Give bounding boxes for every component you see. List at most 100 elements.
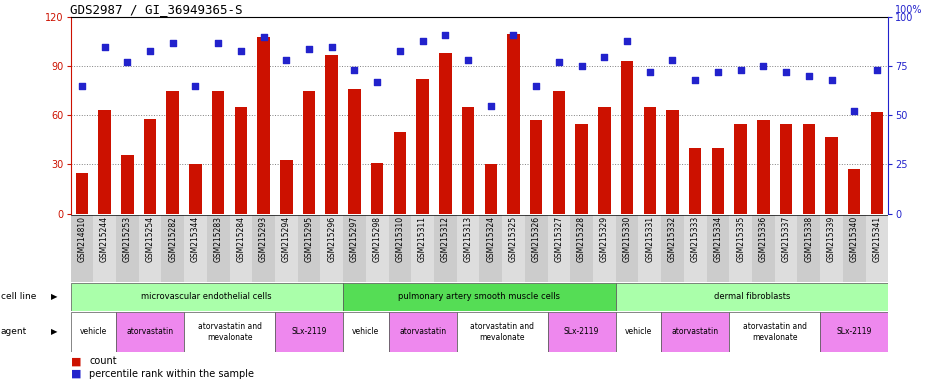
Point — [642, 69, 657, 75]
Text: atorvastatin: atorvastatin — [672, 328, 719, 336]
Point — [483, 103, 498, 109]
Point — [392, 48, 407, 54]
Point — [415, 38, 431, 44]
Text: GSM215335: GSM215335 — [736, 216, 745, 262]
Bar — [70, 283, 343, 311]
Bar — [366, 215, 388, 282]
Bar — [321, 215, 343, 282]
Text: GSM215253: GSM215253 — [123, 216, 132, 262]
Text: GSM215333: GSM215333 — [691, 216, 699, 262]
Bar — [388, 215, 411, 282]
Text: GSM215331: GSM215331 — [645, 216, 654, 262]
Bar — [412, 215, 434, 282]
Bar — [325, 55, 338, 214]
Bar — [212, 91, 225, 214]
Bar — [707, 215, 729, 282]
Point — [665, 57, 680, 63]
Point — [211, 40, 226, 46]
Point — [143, 48, 158, 54]
Bar — [70, 215, 93, 282]
Bar — [661, 312, 729, 352]
Text: GSM215284: GSM215284 — [236, 216, 245, 262]
Bar — [752, 215, 775, 282]
Text: GSM214810: GSM214810 — [77, 216, 86, 262]
Bar — [638, 215, 661, 282]
Bar — [729, 215, 752, 282]
Bar — [457, 312, 547, 352]
Text: GSM215329: GSM215329 — [600, 216, 609, 262]
Bar — [371, 163, 384, 214]
Bar — [394, 132, 406, 214]
Text: GSM215332: GSM215332 — [668, 216, 677, 262]
Bar — [416, 79, 429, 214]
Point — [870, 67, 885, 73]
Bar — [571, 215, 593, 282]
Text: GSM215296: GSM215296 — [327, 216, 337, 262]
Point — [733, 67, 748, 73]
Bar — [575, 124, 588, 214]
Bar — [734, 124, 747, 214]
Text: GSM215293: GSM215293 — [259, 216, 268, 262]
Text: GSM215297: GSM215297 — [350, 216, 359, 262]
Text: vehicle: vehicle — [80, 328, 107, 336]
Bar — [484, 164, 497, 214]
Point — [438, 32, 453, 38]
Bar — [229, 215, 252, 282]
Text: ■: ■ — [70, 356, 81, 366]
Bar — [780, 124, 792, 214]
Text: atorvastatin and
mevalonate: atorvastatin and mevalonate — [470, 322, 534, 342]
Point — [188, 83, 203, 89]
Point — [688, 77, 703, 83]
Text: GSM215283: GSM215283 — [213, 216, 223, 262]
Bar — [547, 312, 616, 352]
Text: GSM215294: GSM215294 — [282, 216, 290, 262]
Text: cell line: cell line — [1, 292, 37, 301]
Bar — [620, 61, 634, 214]
Text: SLx-2119: SLx-2119 — [291, 328, 327, 336]
Bar — [502, 215, 525, 282]
Text: GSM215330: GSM215330 — [622, 216, 632, 262]
Text: pulmonary artery smooth muscle cells: pulmonary artery smooth muscle cells — [399, 292, 560, 301]
Point — [119, 60, 134, 66]
Text: GDS2987 / GI_36949365-S: GDS2987 / GI_36949365-S — [70, 3, 243, 16]
Point — [506, 32, 521, 38]
Text: GSM215311: GSM215311 — [418, 216, 427, 262]
Bar — [825, 137, 838, 214]
Text: count: count — [89, 356, 117, 366]
Point — [711, 69, 726, 75]
Text: GSM215313: GSM215313 — [463, 216, 473, 262]
Text: SLx-2119: SLx-2119 — [837, 328, 872, 336]
Point — [574, 63, 589, 70]
Bar — [274, 312, 343, 352]
Point — [256, 34, 271, 40]
Text: vehicle: vehicle — [625, 328, 652, 336]
Bar — [70, 312, 116, 352]
Point — [347, 67, 362, 73]
Bar — [644, 107, 656, 214]
Text: dermal fibroblasts: dermal fibroblasts — [713, 292, 791, 301]
Bar — [139, 215, 162, 282]
Bar — [235, 107, 247, 214]
Bar — [848, 169, 860, 214]
Point — [619, 38, 634, 44]
Bar — [684, 215, 707, 282]
Bar — [162, 215, 184, 282]
Point — [756, 63, 771, 70]
Bar — [434, 215, 457, 282]
Bar — [462, 107, 475, 214]
Bar — [479, 215, 502, 282]
Point — [552, 60, 567, 66]
Bar — [598, 107, 611, 214]
Text: GSM215325: GSM215325 — [509, 216, 518, 262]
Text: GSM215310: GSM215310 — [396, 216, 404, 262]
Bar — [343, 215, 366, 282]
Text: GSM215324: GSM215324 — [486, 216, 495, 262]
Text: atorvastatin: atorvastatin — [127, 328, 174, 336]
Text: agent: agent — [1, 328, 27, 336]
Text: GSM215334: GSM215334 — [713, 216, 723, 262]
Bar — [616, 312, 661, 352]
Bar — [184, 312, 274, 352]
Text: GSM215312: GSM215312 — [441, 216, 450, 262]
Bar — [666, 111, 679, 214]
Point — [302, 46, 317, 52]
